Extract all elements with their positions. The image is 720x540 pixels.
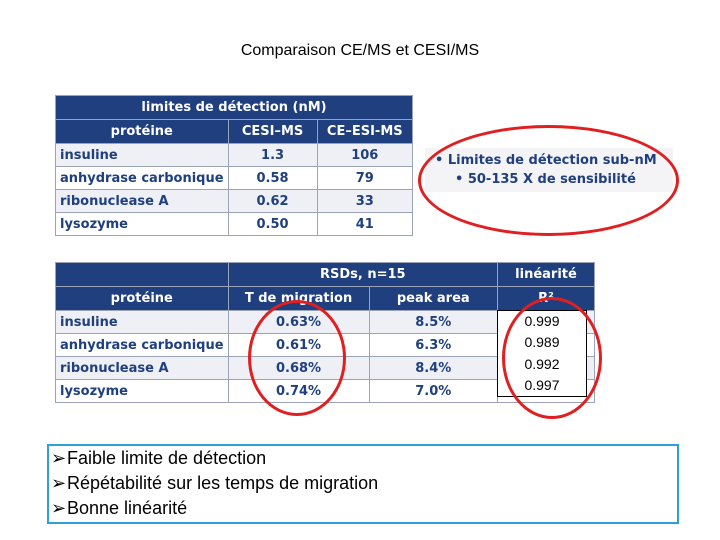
arrow-bullet-icon: ➢ <box>51 448 67 468</box>
table-row: anhydrase carbonique 0.58 79 <box>55 166 414 190</box>
ce-value: 106 <box>316 143 414 167</box>
cesi-value: 1.3 <box>227 143 318 167</box>
peak-area-rsd: 8.4% <box>368 356 499 380</box>
conclusion-item: ➢Bonne linéarité <box>51 498 188 518</box>
column-header: peak area <box>368 286 499 311</box>
callout-line: • Limites de détection sub-nM <box>435 153 657 168</box>
column-header: protéine <box>55 119 229 144</box>
protein-name: insuline <box>55 310 229 334</box>
protein-name: lysozyme <box>55 212 229 236</box>
table-caption: limites de détection (nM) <box>55 95 413 120</box>
sensitivity-callout: • Limites de détection sub-nM • 50-135 X… <box>425 148 673 192</box>
conclusion-item: ➢Répétabilité sur les temps de migration <box>51 473 379 493</box>
cesi-value: 0.50 <box>227 212 318 236</box>
protein-name: lysozyme <box>55 379 229 403</box>
cesi-value: 0.58 <box>227 166 318 190</box>
column-header: CESI–MS <box>227 119 318 144</box>
migration-rsd: 0.74% <box>227 379 370 403</box>
column-header: protéine <box>55 286 229 311</box>
ce-value: 33 <box>316 189 414 213</box>
rsd-caption: RSDs, n=15 <box>227 262 499 287</box>
r2-values-box: 0.999 0.989 0.992 0.997 <box>497 310 587 397</box>
peak-area-rsd: 8.5% <box>368 310 499 334</box>
migration-rsd: 0.68% <box>227 356 370 380</box>
r2-value: 0.997 <box>524 377 560 393</box>
protein-name: anhydrase carbonique <box>55 333 229 357</box>
column-header: R² <box>497 286 595 311</box>
r2-value: 0.989 <box>524 334 560 350</box>
linearity-caption: linéarité <box>497 262 595 287</box>
r2-value: 0.992 <box>524 356 560 372</box>
protein-name: anhydrase carbonique <box>55 166 229 190</box>
table-row: ribonuclease A 0.62 33 <box>55 189 414 213</box>
arrow-bullet-icon: ➢ <box>51 473 67 493</box>
table-row: lysozyme 0.50 41 <box>55 212 414 236</box>
detection-limits-table: limites de détection (nM) protéine CESI–… <box>55 95 414 236</box>
ce-value: 41 <box>316 212 414 236</box>
table-row: insuline 1.3 106 <box>55 143 414 167</box>
protein-name: ribonuclease A <box>55 189 229 213</box>
arrow-bullet-icon: ➢ <box>51 498 67 518</box>
r2-value: 0.999 <box>524 313 560 329</box>
slide-title: Comparaison CE/MS et CESI/MS <box>240 42 480 59</box>
peak-area-rsd: 7.0% <box>368 379 499 403</box>
cesi-value: 0.62 <box>227 189 318 213</box>
empty-header <box>55 262 229 287</box>
conclusion-item: ➢Faible limite de détection <box>51 448 267 468</box>
peak-area-rsd: 6.3% <box>368 333 499 357</box>
column-header: CE–ESI-MS <box>316 119 414 144</box>
conclusions-box: ➢Faible limite de détection ➢Répétabilit… <box>47 444 679 524</box>
protein-name: ribonuclease A <box>55 356 229 380</box>
migration-rsd: 0.61% <box>227 333 370 357</box>
callout-line: • 50-135 X de sensibilité <box>455 172 636 187</box>
ce-value: 79 <box>316 166 414 190</box>
protein-name: insuline <box>55 143 229 167</box>
migration-rsd: 0.63% <box>227 310 370 334</box>
column-header: T de migration <box>227 286 370 311</box>
